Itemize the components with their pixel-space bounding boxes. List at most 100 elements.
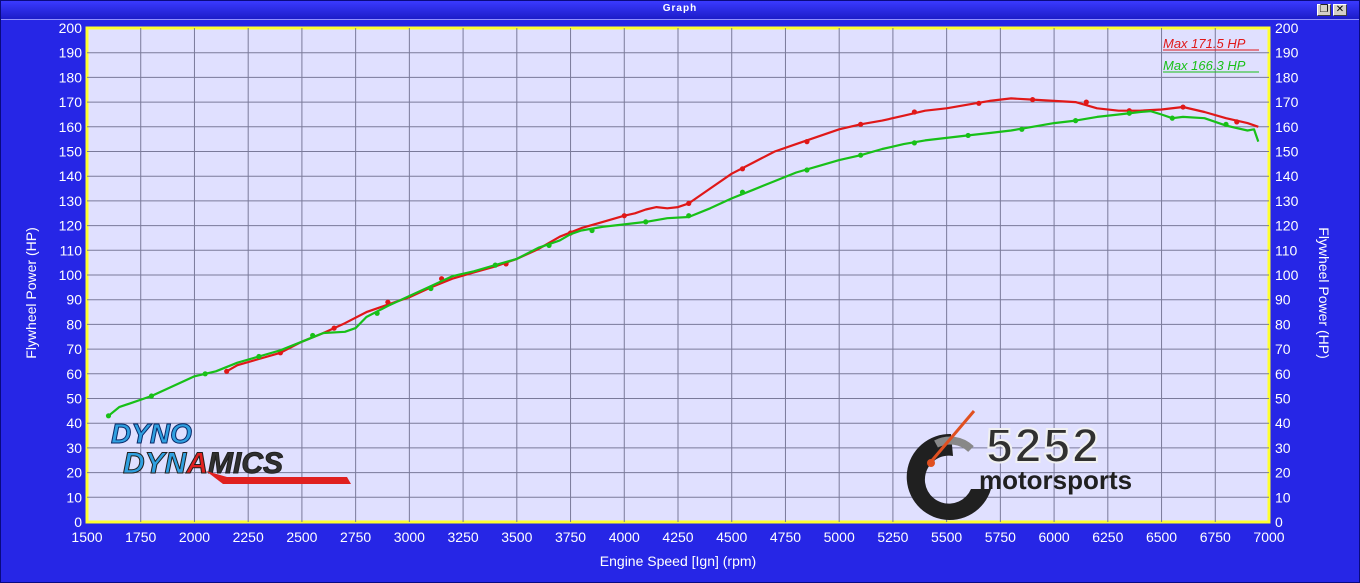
dyno-logo-line2b: A <box>185 447 208 480</box>
x-tick-1: 1750 <box>125 529 156 545</box>
dyno-logo-line2c: MICS <box>208 447 283 480</box>
y-tick-left-2: 20 <box>66 465 82 481</box>
y-tick-right-3: 30 <box>1275 440 1291 456</box>
legend-entry-1: Max 166.3 HP <box>1163 58 1246 73</box>
series-0-point-15 <box>1083 99 1089 105</box>
motorsports-logo-number: 5252 <box>986 420 1101 473</box>
y-tick-right-0: 0 <box>1275 514 1283 530</box>
series-1-point-12 <box>739 189 746 195</box>
gauge-ring-outer <box>906 433 991 520</box>
x-tick-18: 6000 <box>1039 529 1070 545</box>
y-tick-right-16: 160 <box>1275 119 1299 135</box>
x-tick-19: 6250 <box>1092 529 1123 545</box>
series-0-point-13 <box>976 100 982 106</box>
y-tick-left-9: 90 <box>66 292 82 308</box>
x-tick-labels: 1500 1750 2000 2250 2500 2750 3000 3250 3500 3750… <box>71 529 1284 545</box>
dyno-logo-line2a: DYN <box>123 447 188 480</box>
close-button[interactable]: ✕ <box>1333 4 1347 16</box>
y-tick-left-13: 130 <box>59 193 83 209</box>
series-0-point-2 <box>331 325 337 331</box>
y-tick-left-12: 120 <box>59 218 83 234</box>
series-1-point-18 <box>1072 118 1079 124</box>
x-tick-3: 2250 <box>233 529 264 545</box>
x-tick-6: 3000 <box>394 529 425 545</box>
y-tick-left-18: 180 <box>59 69 83 85</box>
y-tick-left-17: 170 <box>59 94 83 110</box>
series-1-point-4 <box>310 332 316 339</box>
series-1-point-15 <box>911 140 918 146</box>
series-1-point-21 <box>1223 121 1229 127</box>
series-0-point-10 <box>804 139 810 145</box>
y-tick-left-3: 30 <box>66 440 82 456</box>
x-tick-10: 4000 <box>609 529 640 545</box>
series-0-point-17 <box>1180 104 1186 110</box>
series-layer <box>105 97 1260 419</box>
x-tick-22: 7000 <box>1253 529 1284 545</box>
x-axis-label: Engine Speed [Ign] (rpm) <box>600 553 756 569</box>
y-tick-left-14: 140 <box>59 168 83 184</box>
y-tick-right-18: 180 <box>1275 69 1299 85</box>
y-tick-left-20: 200 <box>59 20 83 36</box>
legend-entry-0: Max 171.5 HP <box>1163 36 1246 51</box>
grid-lines <box>87 28 1269 522</box>
y-tick-right-2: 20 <box>1275 465 1291 481</box>
series-1-point-7 <box>492 262 498 268</box>
series-1-point-2 <box>202 371 208 377</box>
series-0-point-0 <box>224 368 230 374</box>
y-tick-left-16: 160 <box>59 119 83 135</box>
y-tick-left-11: 110 <box>60 242 83 258</box>
y-tick-right-20: 200 <box>1275 20 1299 36</box>
series-0-point-9 <box>739 166 746 172</box>
y-tick-right-1: 10 <box>1275 489 1291 505</box>
restore-button[interactable]: ❐ <box>1317 4 1331 16</box>
x-tick-21: 6750 <box>1200 529 1231 545</box>
series-0-point-3 <box>385 299 391 305</box>
x-tick-9: 3750 <box>555 529 586 545</box>
x-tick-4: 2500 <box>286 529 317 545</box>
window-title: Graph <box>662 3 698 14</box>
series-0-point-14 <box>1030 97 1036 103</box>
y-tick-right-13: 130 <box>1275 193 1299 209</box>
series-1-point-11 <box>686 213 692 219</box>
y-tick-left-0: 0 <box>74 514 82 530</box>
title-bar[interactable]: Graph ❐ ✕ <box>1 1 1359 20</box>
gauge-ring-inner <box>934 436 974 453</box>
y-tick-right-10: 100 <box>1275 267 1299 283</box>
y-tick-right-5: 50 <box>1275 391 1291 407</box>
y-tick-right-17: 170 <box>1275 94 1299 110</box>
y-tick-left-8: 80 <box>66 316 82 332</box>
y-tick-left-6: 60 <box>66 366 82 382</box>
series-1-point-20 <box>1169 115 1175 121</box>
gauge-needle <box>927 410 976 465</box>
series-1-point-16 <box>965 132 971 139</box>
series-0-point-11 <box>858 121 864 127</box>
y-tick-left-5: 50 <box>66 391 82 407</box>
dyno-dynamics-logo: DYNO DYNAMICS <box>111 418 351 484</box>
series-0-point-8 <box>686 200 692 206</box>
x-tick-11: 4250 <box>662 529 693 545</box>
dyno-logo-swoosh <box>206 471 351 484</box>
series-1-point-13 <box>804 167 810 173</box>
x-tick-20: 6500 <box>1146 529 1177 545</box>
series-1-point-10 <box>643 219 649 225</box>
x-tick-15: 5250 <box>877 529 908 545</box>
series-1-point-5 <box>374 310 380 316</box>
y-tick-left-10: 100 <box>59 267 83 283</box>
series-1-point-19 <box>1126 110 1132 116</box>
x-tick-0: 1500 <box>71 529 102 545</box>
y-tick-right-19: 190 <box>1275 45 1299 61</box>
y-axis-label-right: Flywheel Power (HP) <box>1316 227 1332 358</box>
x-tick-5: 2750 <box>340 529 371 545</box>
series-1-point-0 <box>105 413 112 419</box>
dyno-logo-line1: DYNO <box>111 418 192 449</box>
y-tick-right-15: 150 <box>1275 144 1299 160</box>
y-tick-right-14: 140 <box>1275 168 1299 184</box>
x-tick-14: 5000 <box>824 529 855 545</box>
series-0-point-12 <box>911 109 918 115</box>
y-tick-left-4: 40 <box>66 415 82 431</box>
y-tick-right-12: 120 <box>1275 218 1299 234</box>
y-axis-label-left: Flywheel Power (HP) <box>23 227 39 358</box>
series-1-point-14 <box>858 152 864 158</box>
motorsports-logo-word: motorsports <box>979 465 1132 495</box>
